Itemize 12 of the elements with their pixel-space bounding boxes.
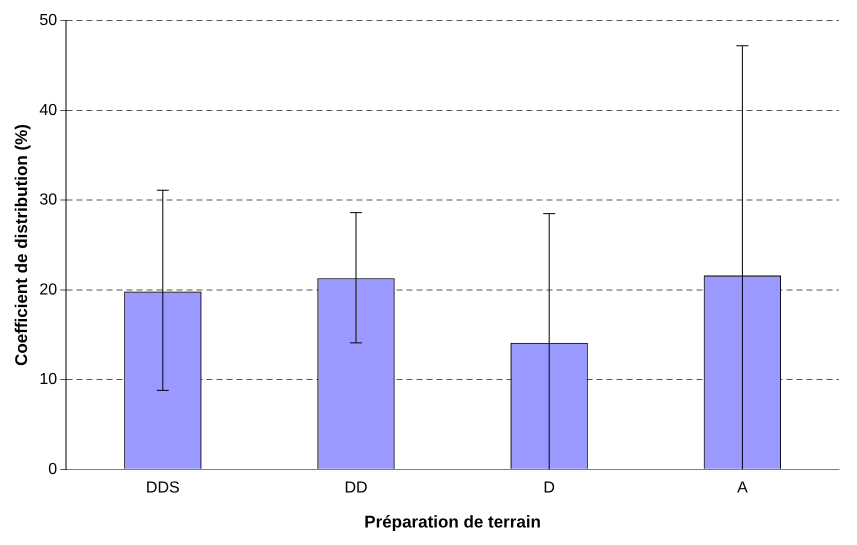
y-axis-title: Coefficient de distribution (%) [12,124,31,366]
y-tick-label: 50 [39,12,58,30]
x-axis-title: Préparation de terrain [364,512,541,532]
x-tick-label: DD [344,479,368,496]
y-tick-label: 40 [39,102,58,119]
y-tick-label: 30 [39,192,58,209]
y-tick-label: 0 [48,460,58,478]
x-tick-label: D [543,479,555,496]
x-tick-label: A [737,479,748,496]
y-tick-label: 20 [39,281,58,298]
y-tick-label: 10 [39,371,58,388]
x-tick-label: DDS [146,479,180,496]
